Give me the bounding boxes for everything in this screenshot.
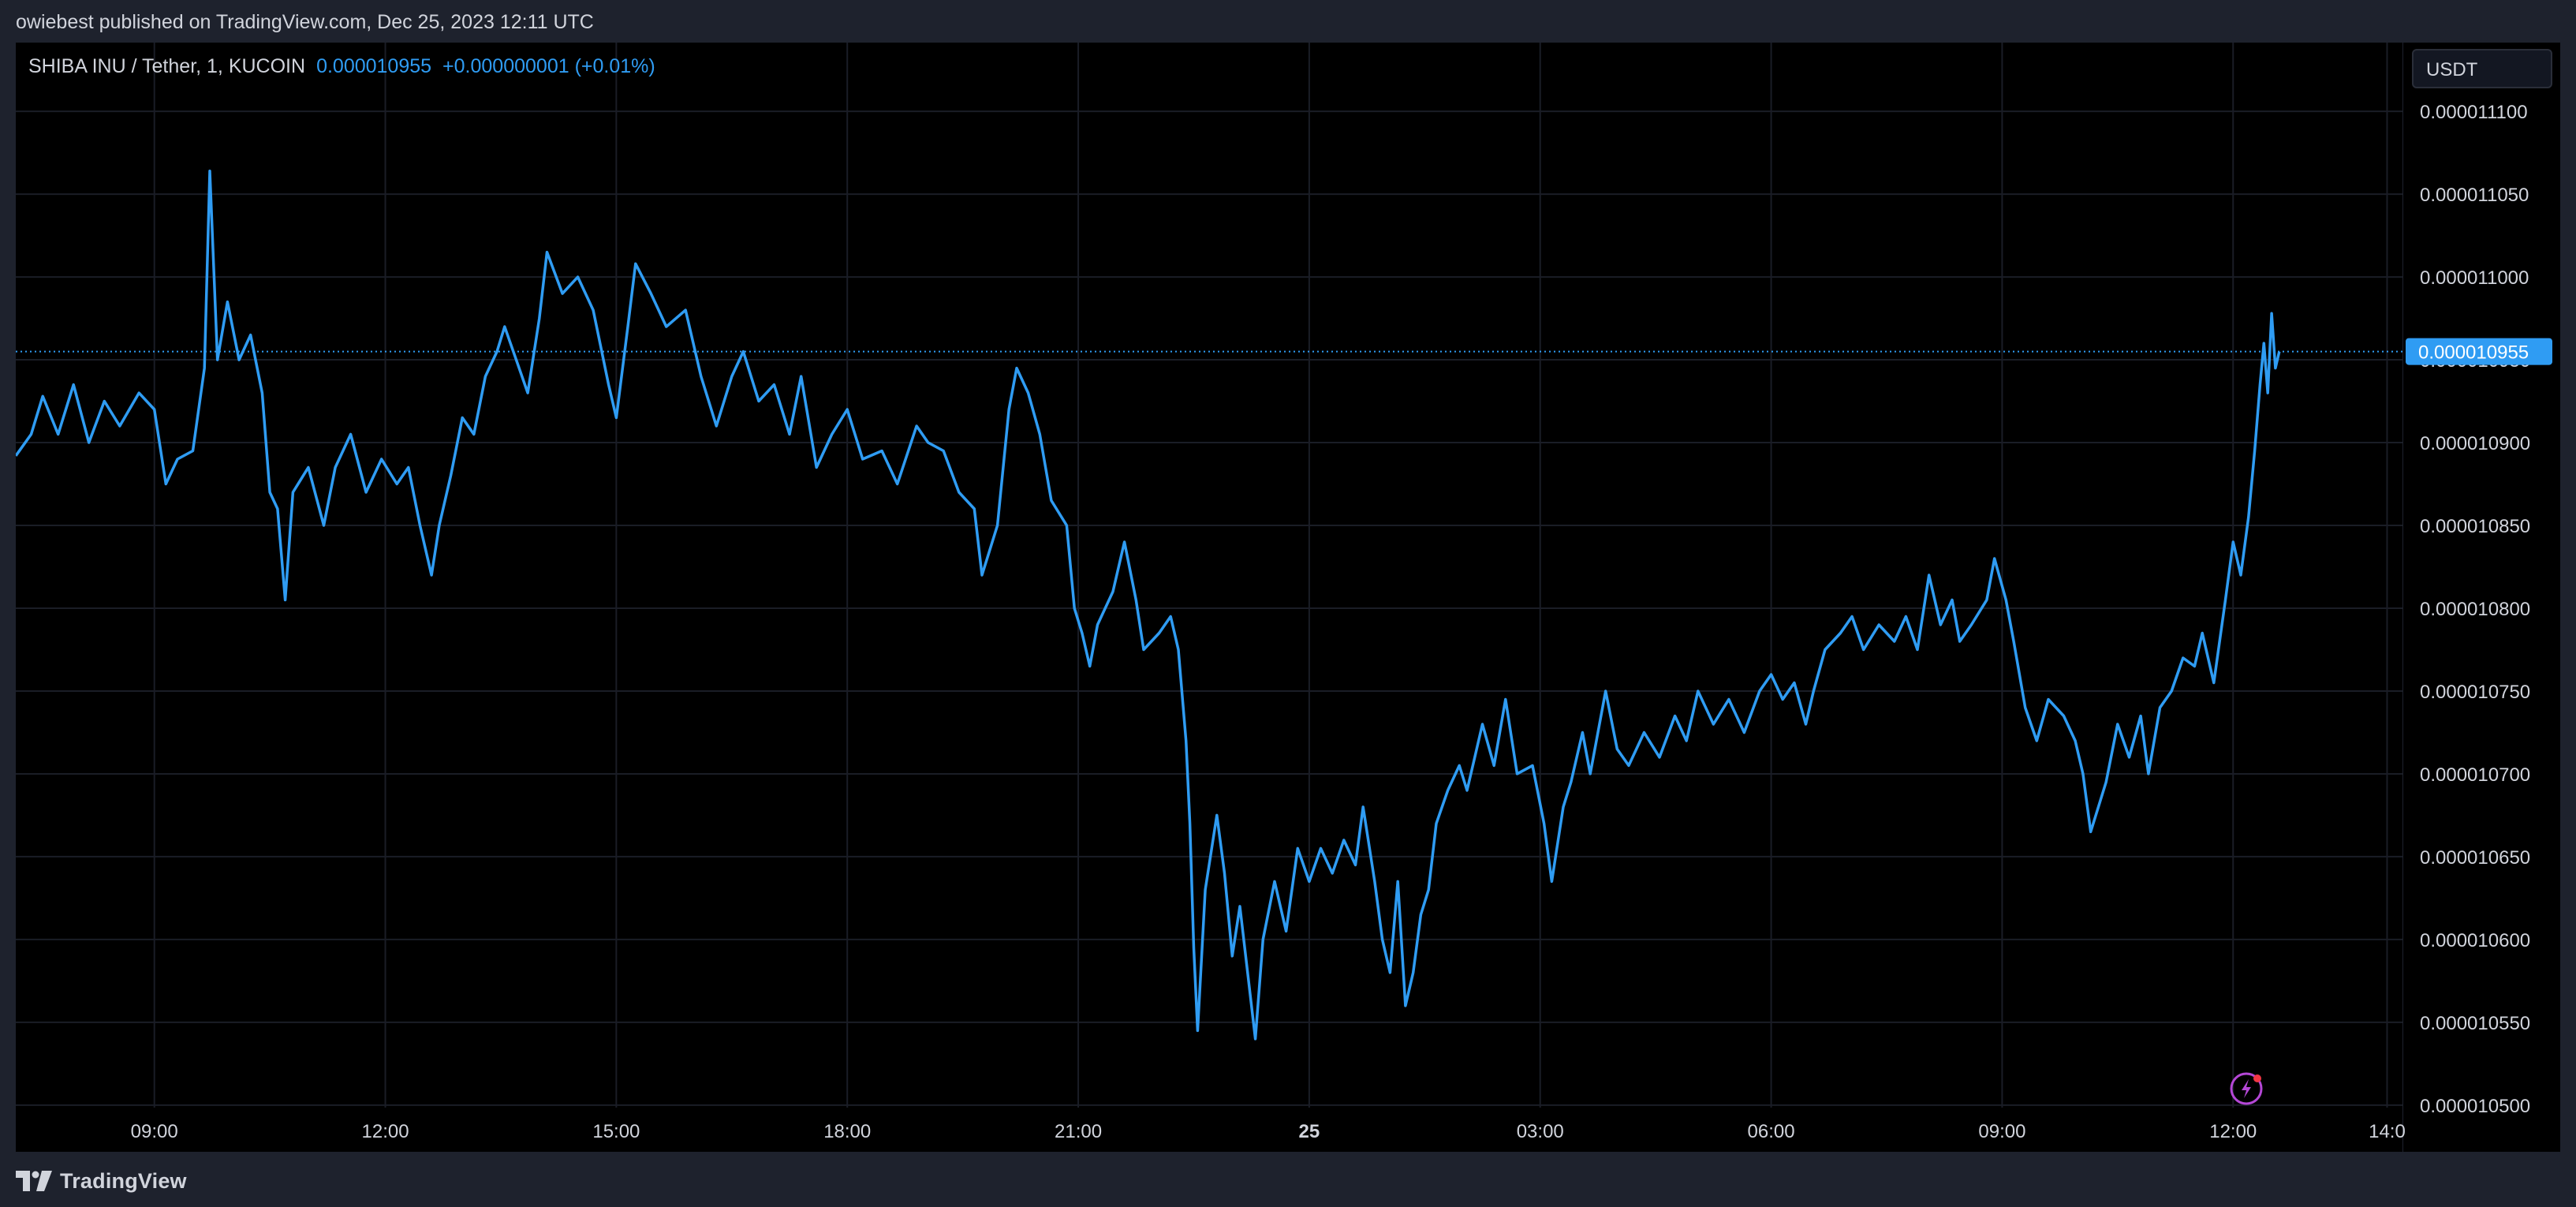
x-tick-label: 21:00 — [1055, 1121, 1102, 1142]
y-tick-label: 0.000010750 — [2420, 682, 2530, 703]
price-scale[interactable] — [2403, 43, 2560, 1152]
x-axis: 09:00 12:00 15:00 18:00 21:00 25 03:00 06:00 09:… — [131, 1121, 2406, 1142]
x-tick-label: 15:00 — [592, 1121, 640, 1142]
chart-pane[interactable] — [16, 43, 2402, 1108]
y-tick-label: 0.000011100 — [2420, 102, 2528, 123]
legend-price: 0.000010955 — [316, 55, 432, 77]
last-price-label: 0.000010955 — [2418, 342, 2529, 364]
x-tick-label: 25 — [1299, 1121, 1320, 1142]
last-price-tag — [2406, 338, 2552, 365]
tradingview-brand[interactable]: TradingView — [16, 1168, 187, 1194]
x-tick-label: 18:00 — [823, 1121, 871, 1142]
x-tick-label: 06:00 — [1748, 1121, 1795, 1142]
brand-name: TradingView — [60, 1168, 187, 1193]
currency-button[interactable]: USDT — [2412, 49, 2552, 88]
x-tick-label: 12:00 — [362, 1121, 409, 1142]
x-tick-label: 12:00 — [2209, 1121, 2257, 1142]
y-tick-label: 0.000010900 — [2420, 433, 2530, 454]
y-tick-label: 0.000010500 — [2420, 1096, 2530, 1117]
last-price-tag-group: 0.000010955 — [2406, 338, 2552, 365]
symbol-legend: SHIBA INU / Tether, 1, KUCOIN 0.000010955… — [28, 55, 655, 78]
time-scale[interactable] — [16, 1108, 2402, 1152]
symbol-title[interactable]: SHIBA INU / Tether, 1, KUCOIN — [28, 55, 306, 77]
price-line — [16, 169, 2281, 1041]
y-tick-label: 0.000010600 — [2420, 930, 2530, 951]
y-axis: 0.000011100 0.000011050 0.000011000 0.00001… — [2420, 102, 2530, 1117]
x-tick-label: 09:00 — [1978, 1121, 2025, 1142]
x-tick-label: 03:00 — [1517, 1121, 1564, 1142]
y-tick-label: 0.000010850 — [2420, 516, 2530, 537]
y-tick-label: 0.000010800 — [2420, 599, 2530, 620]
x-tick-label: 14:0 — [2369, 1121, 2406, 1142]
lightning-icon[interactable] — [2230, 1072, 2263, 1105]
y-tick-label: 0.000011050 — [2420, 185, 2529, 206]
y-tick-label: 0.000010700 — [2420, 764, 2530, 786]
grid — [16, 43, 2402, 1108]
x-tick-label: 09:00 — [131, 1121, 178, 1142]
y-tick-label: 0.000010550 — [2420, 1013, 2530, 1034]
y-tick-label: 0.000010650 — [2420, 847, 2530, 869]
legend-change: +0.000000001 (+0.01%) — [442, 55, 655, 77]
tradingview-logo-icon — [16, 1171, 52, 1191]
series-layer — [16, 169, 2402, 1041]
published-by-text: owiebest published on TradingView.com, D… — [16, 11, 594, 33]
y-tick-label: 0.000011000 — [2420, 267, 2529, 289]
